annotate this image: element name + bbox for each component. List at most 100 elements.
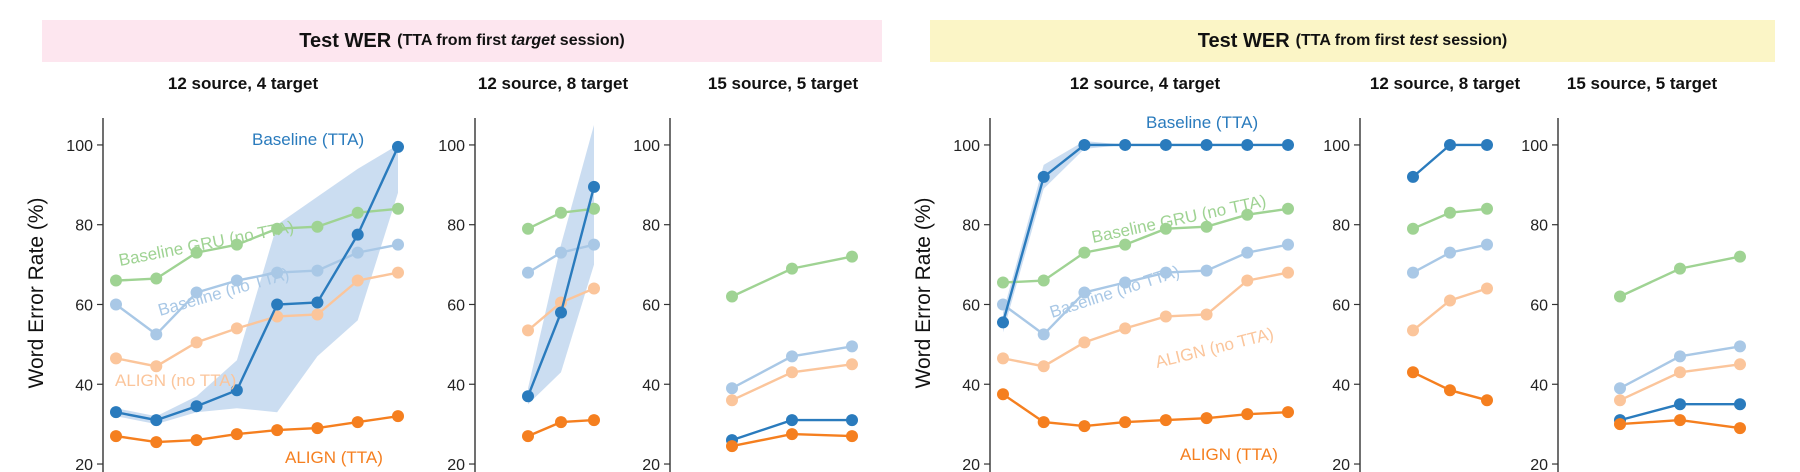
data-point <box>1481 202 1493 215</box>
data-point <box>588 414 600 427</box>
chart-panel-5: 12 source, 8 target 20 40 60 80 100 <box>1323 74 1520 472</box>
y-tick-label: 100 <box>66 138 93 155</box>
series-align-no-tta <box>110 266 404 373</box>
series-line <box>1002 393 1289 428</box>
series-gru-no-tta <box>1407 202 1493 235</box>
data-point <box>555 246 567 259</box>
data-point <box>230 274 243 287</box>
data-point <box>1734 358 1746 371</box>
data-point <box>1674 366 1686 379</box>
y-tick-label: 40 <box>642 377 660 394</box>
data-point <box>392 202 404 215</box>
data-point <box>522 266 534 279</box>
data-point <box>271 298 284 311</box>
data-point <box>351 228 364 241</box>
series-gru-no-tta <box>997 202 1294 289</box>
series-label: ALIGN (no TTA) <box>115 371 236 390</box>
data-point <box>271 266 284 279</box>
data-point <box>1407 366 1419 379</box>
data-point <box>392 140 404 153</box>
data-point <box>392 266 404 279</box>
panel-title: 15 source, 5 target <box>1567 74 1718 93</box>
data-point <box>1614 382 1626 395</box>
data-point <box>522 430 534 443</box>
data-point <box>1444 294 1456 307</box>
panel-title: 12 source, 8 target <box>478 74 629 93</box>
data-point <box>997 352 1009 365</box>
data-point <box>1200 412 1213 425</box>
data-point <box>588 180 600 193</box>
series-line <box>1619 255 1741 298</box>
data-point <box>1282 138 1294 151</box>
data-point <box>786 262 798 275</box>
data-point <box>1078 138 1091 151</box>
chart-panel-6: 15 source, 5 target 20 40 60 80 100 <box>1521 74 1746 472</box>
data-point <box>1282 406 1294 419</box>
series-baseline-no-tta <box>522 238 600 279</box>
series-baseline-no-tta <box>110 238 404 341</box>
data-point <box>351 274 364 287</box>
data-point <box>726 290 738 303</box>
series-align-tta <box>1614 414 1746 435</box>
series-align-no-tta <box>726 358 858 407</box>
data-point <box>1614 290 1626 303</box>
data-point <box>1481 394 1493 407</box>
y-tick-label: 60 <box>642 297 660 314</box>
series-line <box>1001 143 1288 323</box>
data-point <box>846 250 858 263</box>
series-align-tta <box>997 388 1294 433</box>
banner-test-wer-target: Test WER (TTA from first target session) <box>42 20 882 62</box>
series-gru-no-tta <box>1614 250 1746 303</box>
series-align-tta <box>1407 366 1493 407</box>
series-align-tta <box>110 410 404 449</box>
data-point <box>588 202 600 215</box>
data-point <box>1614 418 1626 431</box>
data-point <box>726 382 738 395</box>
data-point <box>392 238 404 251</box>
data-point <box>351 416 364 429</box>
data-point <box>230 238 243 251</box>
data-point <box>110 274 122 287</box>
data-point <box>1444 246 1456 259</box>
data-point <box>1481 138 1493 151</box>
data-point <box>190 286 203 299</box>
y-tick-label: 80 <box>1530 218 1548 235</box>
data-point <box>150 414 163 427</box>
data-point <box>1241 408 1254 421</box>
data-point <box>1078 420 1091 433</box>
series-baseline-no-tta <box>1407 238 1493 279</box>
data-point <box>1159 138 1172 151</box>
y-axis-label: Word Error Rate (%) <box>25 198 48 389</box>
series-baseline-tta <box>522 180 600 403</box>
y-tick-label: 60 <box>962 297 980 314</box>
data-point <box>271 222 284 235</box>
data-point <box>555 206 567 219</box>
data-point <box>351 246 364 259</box>
data-point <box>1037 416 1050 429</box>
data-point <box>150 360 163 373</box>
data-point <box>1674 414 1686 427</box>
data-point <box>1674 262 1686 275</box>
series-gru-no-tta <box>110 202 404 287</box>
data-point <box>1200 220 1213 233</box>
series-line <box>1002 243 1289 336</box>
series-label: ALIGN (no TTA) <box>1153 324 1275 372</box>
data-point <box>1037 360 1050 373</box>
series-baseline-tta <box>110 140 404 427</box>
y-tick-label: 60 <box>1530 297 1548 314</box>
data-point <box>1282 266 1294 279</box>
data-point <box>1282 202 1294 215</box>
y-tick-label: 80 <box>642 218 660 235</box>
data-point <box>1159 222 1172 235</box>
y-tick-label: 100 <box>633 138 660 155</box>
data-point <box>311 296 324 309</box>
y-tick-label: 20 <box>447 457 465 472</box>
data-point <box>1037 274 1050 287</box>
data-point <box>846 358 858 371</box>
data-point <box>1159 414 1172 427</box>
data-point <box>786 366 798 379</box>
y-tick-label: 80 <box>962 218 980 235</box>
chart-panel-1: 12 source, 4 target 20 40 60 80 100 Word Error… <box>25 74 404 472</box>
banner-subtitle: (TTA from first test session) <box>1295 32 1508 49</box>
panel-title: 12 source, 4 target <box>1070 74 1221 93</box>
